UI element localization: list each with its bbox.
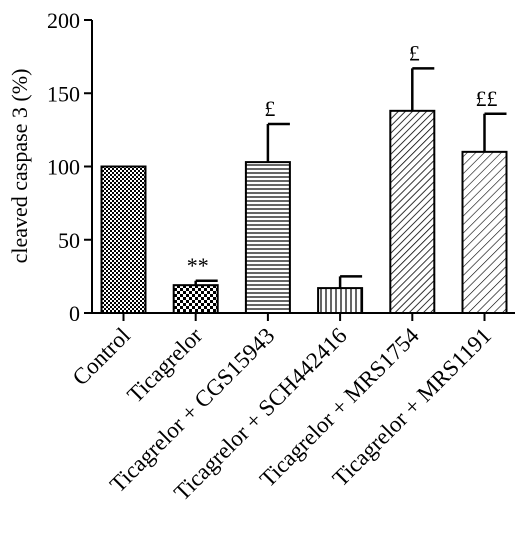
bar	[244, 161, 291, 314]
bars	[100, 109, 508, 315]
y-tick-label: 100	[47, 155, 80, 180]
category-label: Control	[68, 323, 135, 390]
significance-marker: £	[409, 40, 420, 65]
bar	[389, 109, 436, 314]
bar	[100, 165, 147, 314]
significance-marker: **	[187, 253, 209, 278]
y-axis-title: cleaved caspase 3 (%)	[7, 69, 32, 264]
y-tick-label: 50	[58, 228, 80, 253]
significance-markers: **££££	[187, 40, 498, 277]
significance-marker: £	[264, 96, 275, 121]
bar	[172, 284, 219, 315]
y-tick-label: 0	[69, 301, 80, 326]
y-tick-label: 150	[47, 81, 80, 106]
error-bars	[194, 67, 507, 289]
significance-marker: ££	[476, 86, 498, 111]
y-tick-label: 200	[47, 8, 80, 33]
x-axis	[92, 312, 515, 321]
bar	[461, 150, 508, 314]
bar	[317, 287, 364, 315]
y-axis: 0 50 100 150 200	[47, 8, 93, 326]
